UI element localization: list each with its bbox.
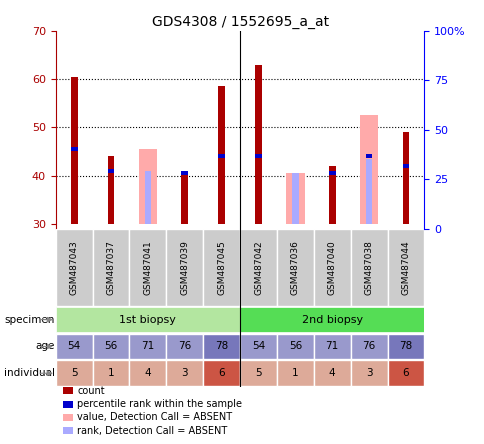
Text: 1: 1 [291,368,298,378]
Text: 54: 54 [67,341,81,352]
Bar [328,171,335,175]
Bar [276,333,313,359]
Bar [387,333,424,359]
Bar [350,229,387,306]
Text: 71: 71 [325,341,338,352]
Bar [166,333,203,359]
Bar [313,229,350,306]
Text: 76: 76 [362,341,375,352]
Bar [63,388,73,394]
Text: age: age [36,341,55,352]
Bar [313,333,350,359]
Text: 3: 3 [181,368,188,378]
Bar [56,333,92,359]
Text: GSM487040: GSM487040 [327,240,336,295]
Bar [240,361,276,386]
Bar [166,229,203,306]
Text: 5: 5 [71,368,77,378]
Bar [203,333,240,359]
Bar [203,229,240,306]
Text: GSM487041: GSM487041 [143,240,152,295]
Text: 78: 78 [214,341,228,352]
Title: GDS4308 / 1552695_a_at: GDS4308 / 1552695_a_at [151,15,328,29]
Text: 1st biopsy: 1st biopsy [119,315,176,325]
Bar [313,361,350,386]
Text: 56: 56 [104,341,118,352]
Bar [255,65,261,224]
Bar [63,414,73,421]
Text: 6: 6 [402,368,408,378]
Bar [402,132,408,224]
Text: GSM487037: GSM487037 [106,240,115,295]
Text: GSM487043: GSM487043 [70,240,78,295]
Text: percentile rank within the sample: percentile rank within the sample [77,399,242,409]
Text: 5: 5 [255,368,261,378]
Bar [181,171,188,175]
Bar [240,333,276,359]
Bar [92,229,129,306]
Bar [129,333,166,359]
Bar [63,400,73,408]
Bar [92,361,129,386]
Bar [276,361,313,386]
Text: specimen: specimen [5,315,55,325]
Bar [359,115,378,224]
Text: 3: 3 [365,368,372,378]
Text: 4: 4 [328,368,335,378]
Bar [129,361,166,386]
Text: GSM487042: GSM487042 [254,240,262,295]
Text: individual: individual [4,368,55,378]
Text: 2nd biopsy: 2nd biopsy [301,315,362,325]
Bar [387,361,424,386]
Bar [240,229,276,306]
Bar [350,333,387,359]
Text: GSM487038: GSM487038 [364,240,373,295]
Bar [71,147,77,151]
Text: GSM487045: GSM487045 [217,240,226,295]
Bar [92,333,129,359]
Text: GSM487044: GSM487044 [401,240,409,295]
Text: GSM487039: GSM487039 [180,240,189,295]
Bar [328,166,335,224]
Bar [56,229,92,306]
Bar [291,173,298,224]
Text: 78: 78 [398,341,412,352]
Bar [218,155,225,158]
Bar [107,156,114,224]
Bar [138,149,157,224]
Bar [203,361,240,386]
Bar [255,155,261,158]
Bar [56,307,240,333]
Bar [218,87,225,224]
Bar [387,229,424,306]
Text: rank, Detection Call = ABSENT: rank, Detection Call = ABSENT [77,425,227,436]
Bar [365,159,372,224]
Text: 71: 71 [141,341,154,352]
Bar [63,427,73,434]
Text: 6: 6 [218,368,225,378]
Text: count: count [77,386,105,396]
Bar [276,229,313,306]
Bar [71,77,77,224]
Bar [56,361,92,386]
Bar [107,169,114,173]
Text: 56: 56 [288,341,302,352]
Bar [402,164,408,168]
Bar [166,361,203,386]
Bar [144,171,151,224]
Bar [181,173,188,224]
Bar [365,155,372,158]
Text: GSM487036: GSM487036 [290,240,299,295]
Bar [350,361,387,386]
Bar [286,173,304,224]
Text: 76: 76 [178,341,191,352]
Bar [129,229,166,306]
Text: 54: 54 [251,341,265,352]
Text: 1: 1 [107,368,114,378]
Text: 4: 4 [144,368,151,378]
Bar [240,307,424,333]
Text: value, Detection Call = ABSENT: value, Detection Call = ABSENT [77,412,232,422]
